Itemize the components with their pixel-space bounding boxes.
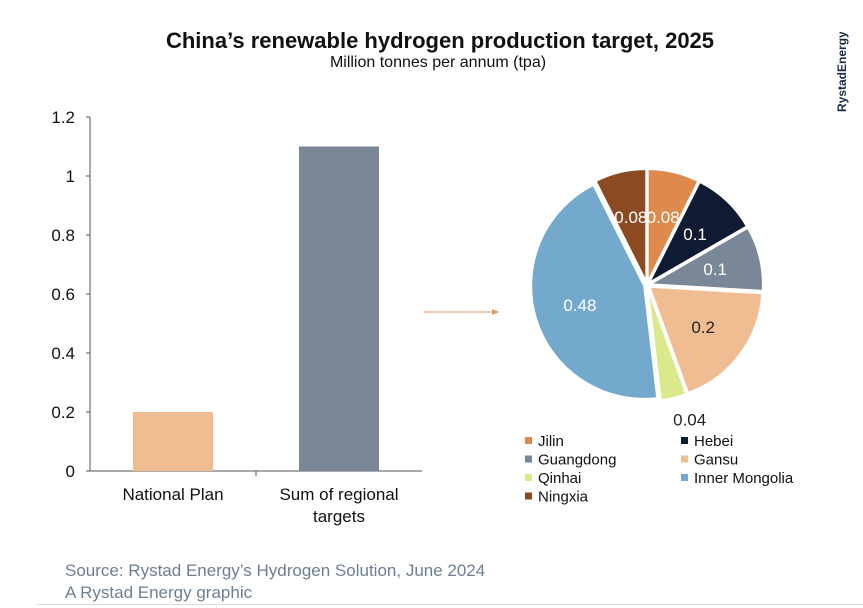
pie-slice [594,168,648,283]
pie-slice [647,285,764,395]
bottom-divider [36,604,863,605]
y-tick-label: 0 [66,462,75,481]
legend-label: Gansu [694,452,738,469]
legend-label: Guangdong [538,452,616,469]
pie-slice [646,287,688,402]
arrow-head [492,309,499,315]
pie-data-label: 0.08 [614,208,647,227]
connector-arrow [424,309,499,315]
pie-slice [646,180,749,286]
pie-slice [530,183,659,400]
y-tick-label: 0.4 [51,344,75,363]
source-line-2: A Rystad Energy graphic [65,583,253,602]
legend-label: Hebei [694,433,733,450]
chart-subtitle: Million tonnes per annum (tpa) [329,54,547,71]
legend-swatch [525,474,532,481]
source-note: Source: Rystad Energy’s Hydrogen Solutio… [65,560,485,604]
brand-text: RystadEnergy [835,32,849,112]
pie-legend: Jilin Hebei Guangdong Gansu Qinhai Inner Mong… [525,433,794,506]
x-tick-label: targets [313,507,365,526]
pie-data-label: 0.1 [683,225,707,244]
x-tick-label: National Plan [122,485,223,504]
pie-slice [646,168,700,283]
y-tick-label: 1.2 [51,108,75,127]
pie-slice [646,226,764,292]
pie-data-label: 0.08 [647,208,680,227]
legend-swatch [681,437,688,444]
bar [133,412,213,471]
x-tick-label: Sum of regional [279,485,398,504]
chart-title: China’s renewable hydrogen production ta… [165,28,715,53]
legend-label: Ningxia [538,489,589,506]
pie-data-label: 0.1 [703,260,727,279]
legend-label: Qinhai [538,470,581,487]
legend-swatch [681,455,688,463]
y-tick-label: 1 [66,167,75,186]
pie-data-label: 0.04 [673,410,706,429]
source-line-1: Source: Rystad Energy’s Hydrogen Solutio… [65,561,486,580]
legend-label: Jilin [538,433,564,450]
legend-swatch [681,474,688,481]
bar-chart: 0 0.2 0.4 0.6 0.8 1 1.2 National Plan Sum of reg… [51,108,422,526]
pie-data-label: 0.48 [563,296,596,315]
legend-swatch [525,437,532,444]
pie-data-label: 0.2 [691,318,715,337]
y-tick-label: 0.2 [51,403,75,422]
legend-swatch [525,455,532,463]
y-tick-label: 0.6 [51,285,75,304]
bar [299,146,379,471]
legend-swatch [525,492,532,500]
y-tick-label: 0.8 [51,226,75,245]
rystad-energy-logo: RystadEnergy [835,32,849,112]
pie-chart: 0.080.10.10.20.040.480.08 [530,168,764,429]
legend-label: Inner Mongolia [694,470,794,487]
